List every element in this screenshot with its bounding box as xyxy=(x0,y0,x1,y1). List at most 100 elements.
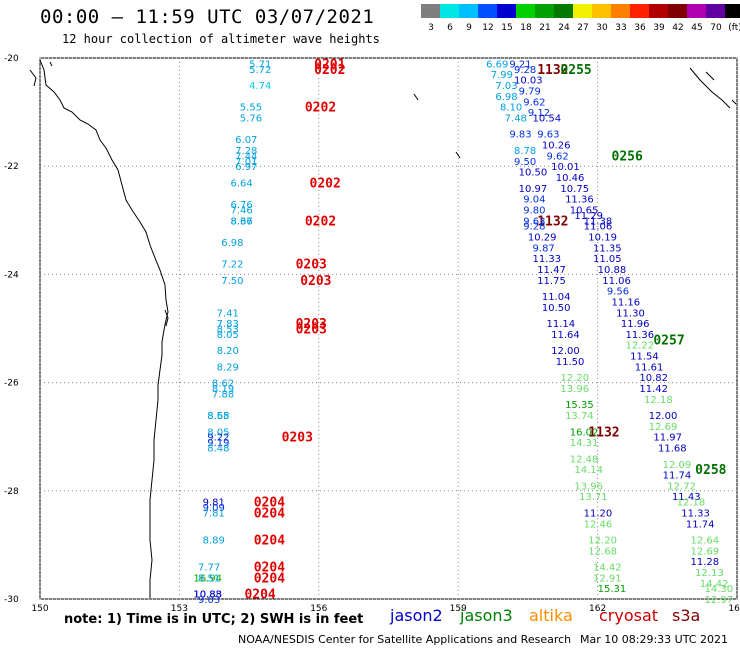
wave-height-value: 10.46 xyxy=(556,173,585,184)
islet-1 xyxy=(455,151,461,159)
wave-height-value: 8.20 xyxy=(217,346,239,357)
wave-height-value: 11.33 xyxy=(533,254,562,265)
wave-height-value: 9.62 xyxy=(523,97,545,108)
legend-label: 3 xyxy=(428,23,434,33)
wave-height-value: 10.50 xyxy=(519,168,548,179)
legend-label: (ft) xyxy=(728,23,740,33)
wave-height-value: 11.04 xyxy=(542,292,571,303)
wave-height-value: 11.36 xyxy=(565,195,594,206)
wave-height-value: 7.88 xyxy=(212,389,234,400)
y-tick-label: -26 xyxy=(4,379,19,389)
new-caledonia-coastline xyxy=(689,67,731,109)
wave-height-value: 11.35 xyxy=(593,243,622,254)
track-time-label: 0201 xyxy=(314,57,345,72)
island-3 xyxy=(164,309,169,327)
legend-swatch xyxy=(687,4,706,18)
wave-height-value: 11.47 xyxy=(537,265,566,276)
track-time-label: 0202 xyxy=(310,176,341,191)
wave-height-value: 16.02 xyxy=(570,427,599,438)
wave-height-value: 15.35 xyxy=(565,400,594,411)
wave-height-value: 12.22 xyxy=(625,341,654,352)
wave-height-value: 7.28 xyxy=(235,146,257,157)
wave-height-value: 12.68 xyxy=(588,546,617,557)
satellite-jason3: jason3 xyxy=(460,606,513,625)
wave-height-value: 5.71 xyxy=(249,59,271,70)
wave-height-value: 8.68 xyxy=(207,411,229,422)
wave-height-value: 12.09 xyxy=(663,460,692,471)
legend-label: 6 xyxy=(447,23,453,33)
wave-height-value: 11.75 xyxy=(537,276,566,287)
wave-height-value: 7.46 xyxy=(231,205,253,216)
wave-height-value: 10.97 xyxy=(519,184,548,195)
new-caledonia-island-2 xyxy=(705,71,715,81)
wave-height-value: 8.55 xyxy=(207,411,229,422)
wave-height-value: 12.00 xyxy=(551,346,580,357)
wave-height-value: 10.54 xyxy=(533,114,562,125)
wave-height-value: 11.06 xyxy=(602,276,631,287)
wave-height-value: 7.99 xyxy=(491,70,513,81)
wave-height-value: 12.13 xyxy=(695,568,724,579)
wave-height-value: 9.21 xyxy=(509,59,531,70)
legend-label: 18 xyxy=(520,23,532,33)
wave-height-value: 6.07 xyxy=(235,135,257,146)
wave-height-value: 11.74 xyxy=(663,471,692,482)
x-tick-label: 153 xyxy=(171,604,188,614)
legend-label: 39 xyxy=(653,23,665,33)
wave-height-value: 11.38 xyxy=(584,216,613,227)
wave-height-value: 9.04 xyxy=(523,195,545,206)
wave-height-value: 7.77 xyxy=(198,563,220,574)
legend-label: 30 xyxy=(596,23,608,33)
wave-height-value: 8.51 xyxy=(198,573,220,584)
wave-height-value: 12.91 xyxy=(593,573,622,584)
x-tick-label: 156 xyxy=(310,604,327,614)
wave-height-value: 9.87 xyxy=(533,243,555,254)
wave-height-value: 14.30 xyxy=(704,584,733,595)
track-time-label: 0203 xyxy=(296,258,327,273)
legend-swatch xyxy=(725,4,740,18)
y-tick-label: -20 xyxy=(4,54,19,64)
wave-height-value: 9.50 xyxy=(514,157,536,168)
track-time-label: 0204 xyxy=(254,506,285,521)
wave-height-value: 7.48 xyxy=(505,114,527,125)
legend-swatch xyxy=(478,4,497,18)
grid-lines xyxy=(39,57,738,600)
wave-height-value: 6.76 xyxy=(231,200,253,211)
wave-height-value: 14.42 xyxy=(700,579,729,590)
track-time-label: 0204 xyxy=(244,588,275,603)
track-time-label: 0202 xyxy=(314,63,345,78)
wave-height-value: 11.16 xyxy=(612,297,641,308)
legend-swatch xyxy=(421,4,440,18)
wave-height-value: 6.69 xyxy=(486,59,508,70)
wave-height-value: 9.09 xyxy=(203,503,225,514)
wave-height-value: 12.18 xyxy=(677,498,706,509)
wave-height-value: 9.03 xyxy=(198,595,220,606)
legend-swatch xyxy=(459,4,478,18)
wave-height-value: 13.71 xyxy=(579,492,608,503)
wave-height-value: 7.22 xyxy=(221,260,243,271)
wave-height-value: 7.50 xyxy=(221,276,243,287)
legend-swatch xyxy=(440,4,459,18)
wave-height-value: 6.64 xyxy=(231,178,253,189)
legend-label: 42 xyxy=(672,23,684,33)
page-subtitle: 12 hour collection of altimeter wave hei… xyxy=(62,32,380,46)
track-time-label: 0258 xyxy=(695,463,726,478)
wave-height-value: 7.01 xyxy=(235,157,257,168)
wave-height-value: 4.74 xyxy=(249,81,271,92)
wave-height-value: 5.76 xyxy=(240,114,262,125)
legend-swatch xyxy=(497,4,516,18)
track-time-label: 1132 xyxy=(537,214,568,229)
legend-swatch xyxy=(554,4,573,18)
wave-height-value: 7.41 xyxy=(217,308,239,319)
y-tick-label: -28 xyxy=(4,487,19,497)
y-tick-label: -24 xyxy=(4,270,19,280)
wave-height-value: 9.22 xyxy=(207,433,229,444)
wave-height-value: 13.74 xyxy=(565,411,594,422)
satellite-jason2: jason2 xyxy=(390,606,443,625)
y-tick-label: -30 xyxy=(4,595,19,605)
track-time-label: 0203 xyxy=(296,317,327,332)
wave-height-value: 7.44 xyxy=(235,151,257,162)
wave-height-value: 11.50 xyxy=(556,357,585,368)
wave-height-value: 8.48 xyxy=(207,444,229,455)
generated-timestamp: Mar 10 08:29:33 UTC 2021 xyxy=(580,633,728,646)
wave-height-value: 8.62 xyxy=(212,379,234,390)
